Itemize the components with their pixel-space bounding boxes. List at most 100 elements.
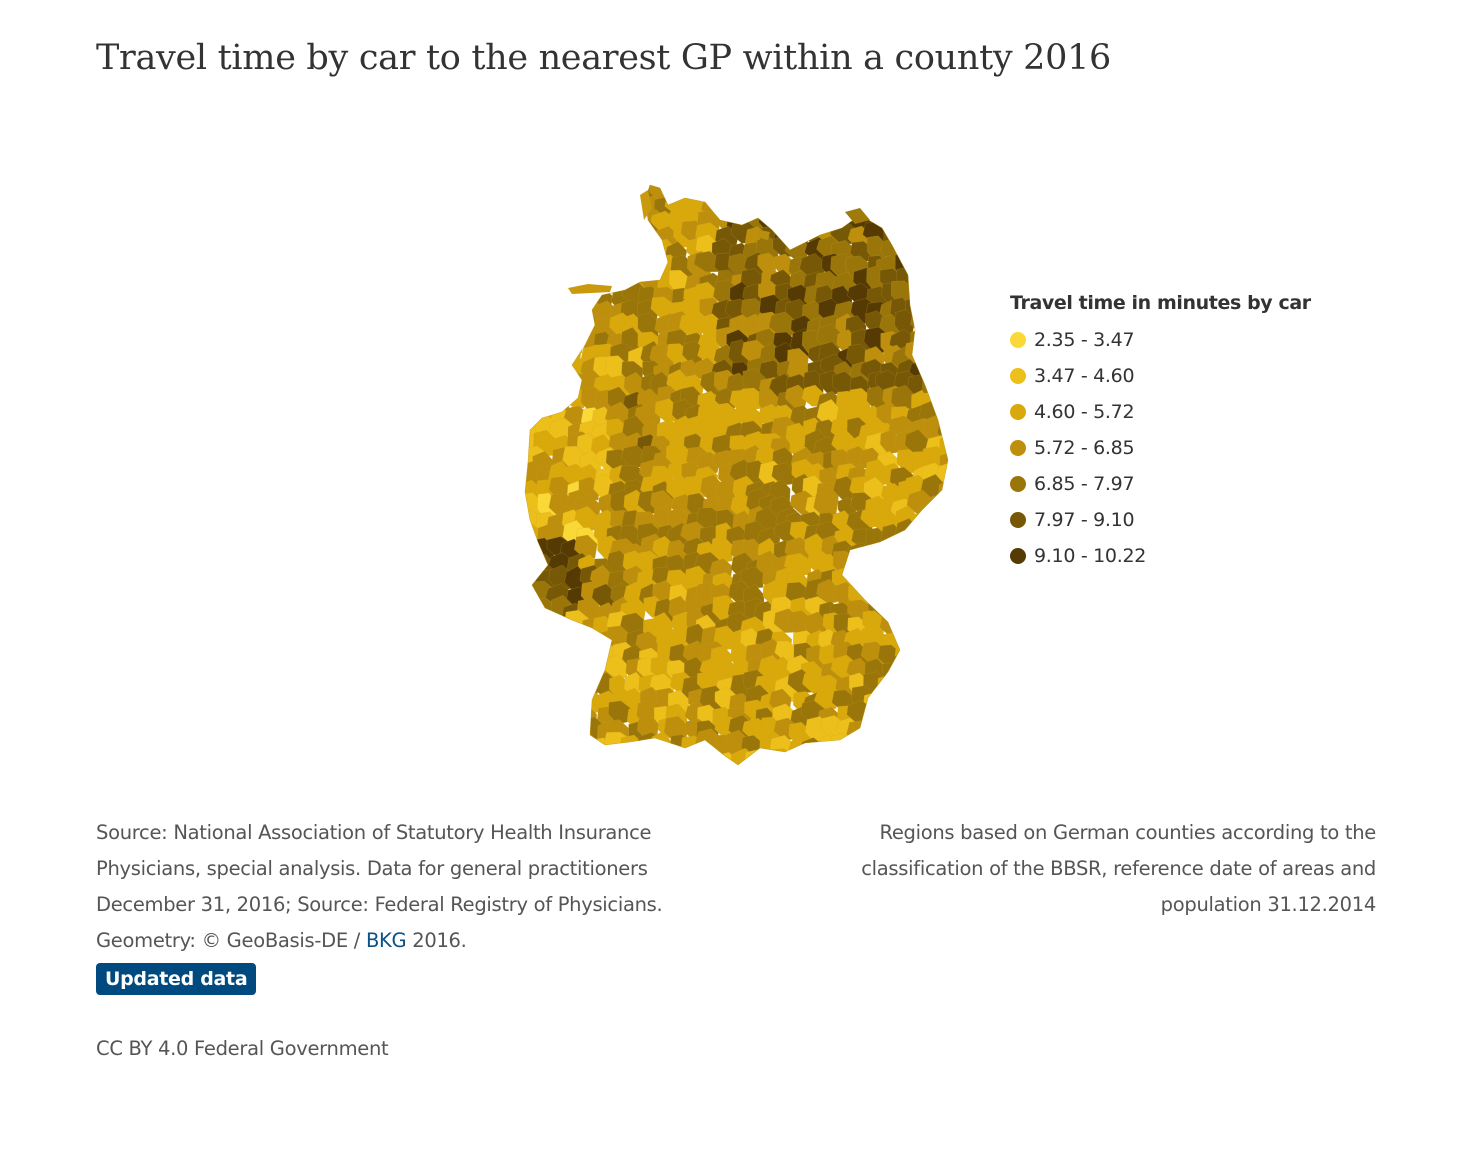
county-region[interactable] — [938, 240, 960, 265]
county-region[interactable] — [921, 193, 947, 223]
county-region[interactable] — [603, 234, 627, 260]
county-region[interactable] — [893, 659, 920, 688]
county-region[interactable] — [926, 550, 952, 577]
county-region[interactable] — [950, 656, 960, 682]
county-region[interactable] — [956, 733, 960, 759]
county-region[interactable] — [938, 728, 960, 758]
county-region[interactable] — [957, 762, 960, 770]
county-region[interactable] — [522, 330, 547, 356]
county-region[interactable] — [881, 662, 905, 684]
county-region[interactable] — [908, 281, 935, 309]
county-region[interactable] — [520, 737, 542, 764]
county-region[interactable] — [937, 272, 960, 297]
county-region[interactable] — [863, 565, 886, 594]
county-region[interactable] — [533, 747, 555, 770]
county-region[interactable] — [942, 583, 960, 607]
county-region[interactable] — [894, 518, 919, 548]
county-region[interactable] — [895, 728, 921, 757]
county-region[interactable] — [567, 256, 593, 280]
county-region[interactable] — [806, 204, 831, 230]
county-region[interactable] — [560, 683, 585, 709]
county-region[interactable] — [955, 569, 960, 597]
county-region[interactable] — [877, 191, 903, 214]
county-region[interactable] — [561, 734, 585, 760]
county-region[interactable] — [904, 706, 927, 728]
legend-item[interactable]: 9.10 - 10.22 — [1010, 538, 1330, 574]
county-region[interactable] — [876, 721, 903, 746]
county-region[interactable] — [627, 221, 648, 246]
county-region[interactable] — [834, 762, 857, 770]
county-region[interactable] — [531, 645, 556, 672]
county-region[interactable] — [938, 280, 959, 305]
county-region[interactable] — [563, 674, 588, 702]
county-region[interactable] — [530, 264, 556, 288]
county-region[interactable] — [776, 205, 801, 231]
county-region[interactable] — [545, 180, 573, 202]
county-region[interactable] — [652, 751, 678, 770]
county-region[interactable] — [937, 601, 960, 625]
county-region[interactable] — [805, 180, 828, 204]
county-region[interactable] — [935, 704, 958, 728]
county-region[interactable] — [951, 416, 960, 440]
county-region[interactable] — [954, 722, 960, 744]
county-region[interactable] — [787, 180, 815, 202]
county-region[interactable] — [560, 238, 586, 263]
county-region[interactable] — [754, 762, 776, 770]
county-region[interactable] — [957, 316, 960, 339]
county-region[interactable] — [889, 745, 914, 770]
county-region[interactable] — [936, 627, 959, 652]
county-region[interactable] — [739, 761, 767, 770]
county-region[interactable] — [580, 195, 606, 222]
county-region[interactable] — [595, 209, 622, 239]
county-region[interactable] — [952, 405, 960, 430]
county-region[interactable] — [608, 212, 632, 239]
county-region[interactable] — [531, 615, 557, 642]
county-region[interactable] — [922, 616, 945, 638]
county-region[interactable] — [874, 181, 902, 202]
county-region[interactable] — [626, 745, 650, 770]
bkg-link[interactable]: BKG — [365, 929, 407, 952]
county-region[interactable] — [670, 745, 694, 770]
county-region[interactable] — [934, 326, 957, 350]
county-region[interactable] — [951, 748, 960, 770]
legend-item[interactable]: 7.97 - 9.10 — [1010, 502, 1330, 538]
county-region[interactable] — [941, 209, 960, 238]
county-region[interactable] — [581, 639, 603, 667]
county-region[interactable] — [712, 180, 736, 197]
county-region[interactable] — [861, 749, 885, 770]
county-region[interactable] — [951, 536, 960, 566]
county-region[interactable] — [530, 715, 554, 744]
county-region[interactable] — [908, 601, 934, 629]
county-region[interactable] — [574, 254, 600, 282]
county-region[interactable] — [921, 342, 947, 368]
county-region[interactable] — [740, 196, 766, 219]
county-region[interactable] — [904, 617, 931, 646]
county-region[interactable] — [521, 648, 544, 669]
county-region[interactable] — [548, 194, 573, 217]
county-region[interactable] — [910, 267, 936, 293]
county-region[interactable] — [755, 747, 779, 770]
legend-item[interactable]: 6.85 - 7.97 — [1010, 466, 1330, 502]
county-region[interactable] — [728, 188, 752, 214]
county-region[interactable] — [533, 190, 558, 214]
county-region[interactable] — [531, 655, 556, 679]
county-region[interactable] — [880, 751, 903, 770]
county-region[interactable] — [816, 192, 841, 219]
county-region[interactable] — [955, 677, 960, 700]
county-region[interactable] — [714, 387, 736, 409]
county-region[interactable] — [531, 316, 556, 341]
county-region[interactable] — [771, 767, 796, 770]
county-region[interactable] — [863, 191, 886, 214]
county-region[interactable] — [636, 236, 662, 263]
county-region[interactable] — [522, 252, 546, 276]
county-region[interactable] — [567, 766, 590, 770]
county-region[interactable] — [548, 329, 575, 355]
county-region[interactable] — [760, 187, 781, 212]
county-region[interactable] — [935, 522, 959, 548]
county-region[interactable] — [790, 211, 811, 239]
county-region[interactable] — [608, 700, 631, 725]
county-region[interactable] — [956, 464, 960, 486]
county-region[interactable] — [576, 180, 599, 205]
county-region[interactable] — [860, 182, 884, 206]
county-region[interactable] — [939, 251, 959, 274]
